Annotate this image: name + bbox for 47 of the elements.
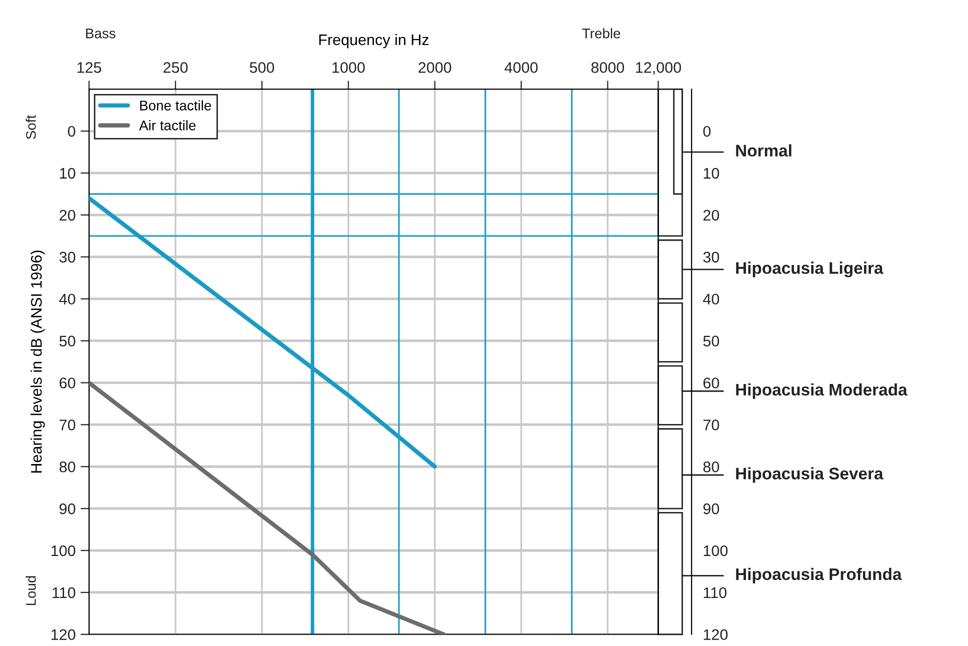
- ref-line-label: Hipoacusia Moderada: [736, 383, 908, 399]
- y2-tick-label: 90: [703, 503, 720, 514]
- x-tick-label: 500: [250, 62, 274, 73]
- y-tick-label: 40: [59, 294, 76, 305]
- y-tick-label: 0: [68, 126, 76, 137]
- text: Treble: [582, 28, 620, 38]
- y2-tick-label: 60: [703, 378, 720, 388]
- y-axis-title: Hearing levels in dB (ANSI 1996): [30, 250, 45, 473]
- y2-tick-label: 20: [703, 210, 720, 221]
- y-tick-label: 80: [60, 461, 76, 472]
- x-axis-title: Frequency in Hz: [319, 34, 429, 48]
- y-tick-label: 90: [60, 503, 76, 514]
- legend-label: Air tactile: [139, 120, 196, 130]
- y-tick-label: 60: [60, 378, 76, 388]
- text: Soft: [26, 115, 36, 140]
- y-tick-label: 10: [60, 168, 76, 179]
- y-tick-label: 110: [52, 587, 76, 598]
- x-tick-label: 8000: [591, 62, 624, 73]
- legend-label: Bone tactile: [140, 100, 212, 110]
- y2-tick-label: 80: [703, 461, 720, 472]
- y2-tick-label: 10: [704, 168, 720, 179]
- ref-line-label: Hipoacusia Profunda: [736, 568, 902, 584]
- y-tick-label: 120: [52, 629, 76, 640]
- y2-tick-label: 70: [703, 420, 720, 430]
- text: Bass: [86, 28, 116, 38]
- y2-tick-label: 0: [703, 126, 711, 137]
- x-tick-label: 12,000: [636, 62, 682, 75]
- ref-line-label: Hipoacusia Severa: [736, 467, 884, 483]
- x-tick-label: 250: [164, 62, 188, 73]
- y-tick-label: 70: [60, 420, 76, 430]
- x-tick-label: 4000: [504, 62, 538, 73]
- y2-tick-label: 110: [704, 587, 726, 598]
- y-tick-label: 50: [59, 336, 76, 346]
- x-tick-label: 125: [77, 62, 102, 73]
- x-tick-label: 1000: [332, 62, 365, 73]
- y2-tick-label: 40: [703, 294, 720, 305]
- text: Loud: [26, 576, 36, 606]
- y-tick-label: 30: [59, 252, 76, 263]
- ref-line-label: Normal: [736, 144, 792, 157]
- ref-line-label: Hipoacusia Ligeira: [736, 262, 884, 278]
- y-tick-label: 100: [52, 545, 76, 556]
- y-tick-label: 20: [60, 210, 76, 221]
- y2-tick-label: 120: [704, 629, 728, 640]
- y2-tick-label: 30: [703, 252, 720, 263]
- x-tick-label: 2000: [418, 62, 452, 73]
- y2-tick-label: 50: [703, 336, 720, 346]
- y2-tick-label: 100: [704, 545, 728, 556]
